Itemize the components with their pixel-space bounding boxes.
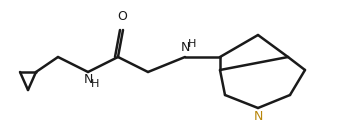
Text: N: N [253, 110, 263, 123]
Text: O: O [117, 10, 127, 23]
Text: H: H [188, 39, 196, 49]
Text: N: N [83, 73, 93, 86]
Text: H: H [91, 79, 99, 89]
Text: N: N [180, 41, 190, 54]
